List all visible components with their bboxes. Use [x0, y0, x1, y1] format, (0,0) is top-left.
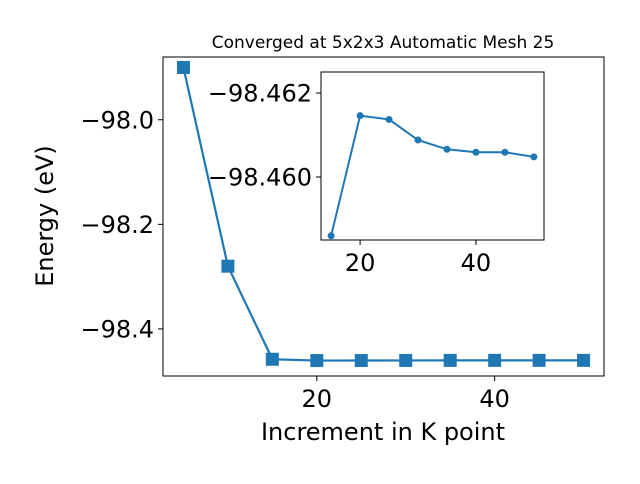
main-y-tick-label: −98.4	[80, 316, 154, 344]
inset-data-point	[385, 115, 393, 123]
main-x-axis-label: Increment in K point	[261, 418, 505, 446]
inset-background	[321, 72, 544, 240]
inset-data-point	[530, 153, 538, 161]
inset-y-tick-label: −98.462	[208, 80, 312, 108]
inset-series-line	[330, 114, 535, 237]
main-x-tick-label: 20	[302, 385, 333, 413]
inset-x-tick-label: 20	[345, 249, 376, 277]
inset-data-point	[327, 232, 335, 240]
inset-x-tick-label: 40	[461, 249, 492, 277]
inset-plot-frame	[320, 71, 545, 241]
main-chart: Converged at 5x2x3 Automatic Mesh 25 Inc…	[31, 33, 605, 446]
main-data-point	[354, 354, 368, 368]
main-y-tick-label: −98.2	[80, 211, 154, 239]
inset-data-point	[472, 148, 480, 156]
inset-data-point	[414, 136, 422, 144]
main-data-point	[488, 353, 502, 367]
main-y-axis-label: Energy (eV)	[31, 145, 59, 287]
main-data-point	[221, 259, 235, 273]
inset-data-point	[443, 145, 451, 153]
main-data-point	[265, 352, 279, 366]
main-plot-frame	[162, 56, 605, 377]
main-data-point	[532, 353, 546, 367]
inset-chart: 20 40 −98.462 −98.460	[208, 71, 545, 277]
main-data-point	[577, 353, 591, 367]
inset-y-tick-label: −98.460	[208, 164, 312, 192]
main-series-line	[182, 67, 584, 362]
main-x-tick-label: 40	[479, 385, 510, 413]
main-data-point	[176, 60, 190, 74]
inset-data-point	[356, 112, 364, 120]
main-chart-title: Converged at 5x2x3 Automatic Mesh 25	[212, 33, 555, 53]
main-data-point	[399, 353, 413, 367]
main-data-point	[310, 354, 324, 368]
main-data-point	[443, 353, 457, 367]
main-y-tick-label: −98.0	[80, 106, 154, 134]
inset-data-point	[501, 148, 509, 156]
